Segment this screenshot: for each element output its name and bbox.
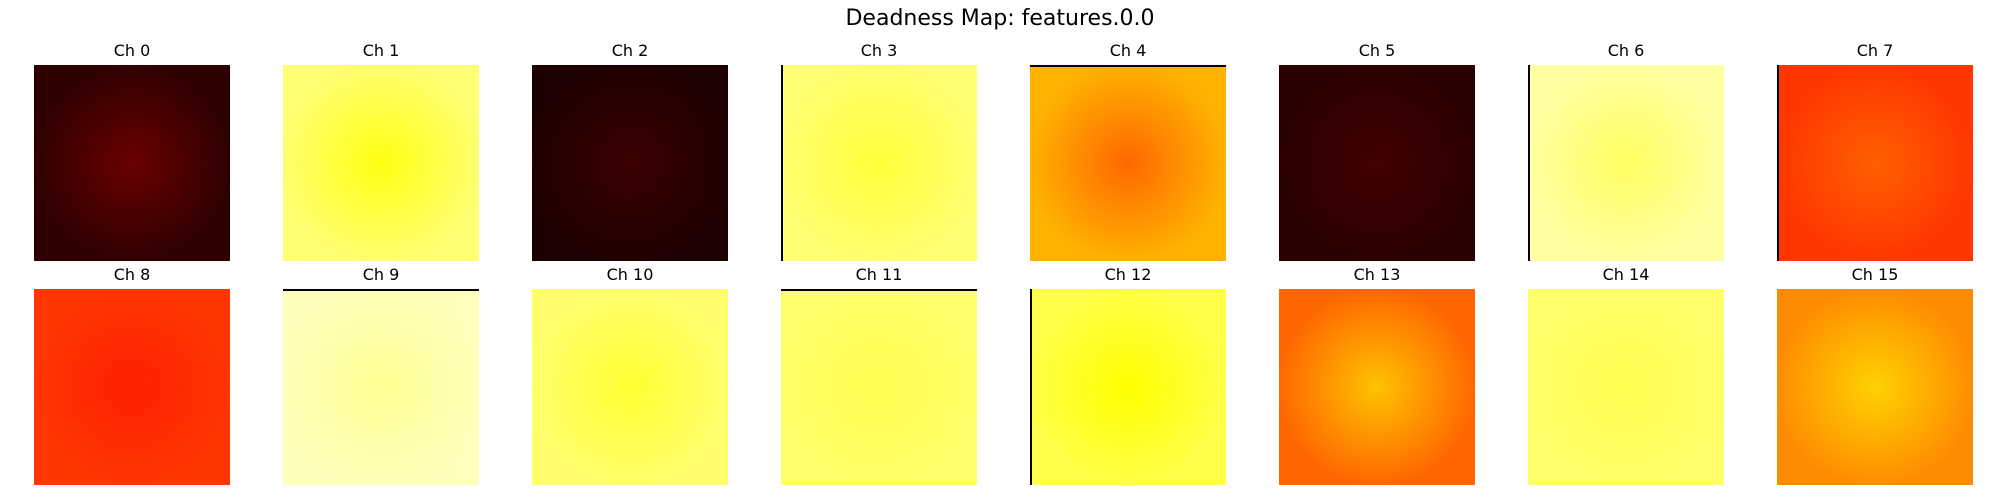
panel-title: Ch 10	[606, 265, 654, 284]
dark-left-edge	[1528, 65, 1530, 261]
dark-left-edge	[1777, 65, 1779, 261]
panel-title: Ch 2	[611, 41, 649, 60]
panel-title: Ch 7	[1856, 41, 1894, 60]
panel-title: Ch 5	[1358, 41, 1396, 60]
panel-title: Ch 0	[113, 41, 151, 60]
heatmap-cell	[1279, 289, 1475, 485]
heatmap-cell	[1528, 65, 1724, 261]
heatmap-cell	[532, 65, 728, 261]
panel-title: Ch 13	[1353, 265, 1401, 284]
heatmap-cell	[781, 65, 977, 261]
heatmap-cell	[283, 289, 479, 485]
panel-title: Ch 14	[1602, 265, 1650, 284]
heatmap-cell	[1777, 65, 1973, 261]
panel-title: Ch 11	[855, 265, 903, 284]
heatmap-cell	[781, 289, 977, 485]
panel-title: Ch 6	[1607, 41, 1645, 60]
heatmap-cell	[1777, 289, 1973, 485]
panel-title: Ch 1	[362, 41, 400, 60]
dark-top-edge	[283, 289, 479, 291]
panel-title: Ch 3	[860, 41, 898, 60]
dark-left-edge	[1030, 289, 1032, 485]
dark-top-edge	[781, 289, 977, 291]
dark-left-edge	[781, 65, 783, 261]
panel-title: Ch 4	[1109, 41, 1147, 60]
heatmap-cell	[532, 289, 728, 485]
heatmap-cell	[283, 65, 479, 261]
heatmap-cell	[1528, 289, 1724, 485]
chart-title: Deadness Map: features.0.0	[845, 6, 1155, 31]
heatmap-cell	[1030, 65, 1226, 261]
heatmap-cell	[34, 65, 230, 261]
panel-title: Ch 9	[362, 265, 400, 284]
panel-title: Ch 12	[1104, 265, 1152, 284]
dark-top-edge	[1030, 65, 1226, 67]
heatmap-cell	[34, 289, 230, 485]
heatmap-cell	[1030, 289, 1226, 485]
panel-title: Ch 15	[1851, 265, 1899, 284]
heatmap-cell	[1279, 65, 1475, 261]
panel-title: Ch 8	[113, 265, 151, 284]
